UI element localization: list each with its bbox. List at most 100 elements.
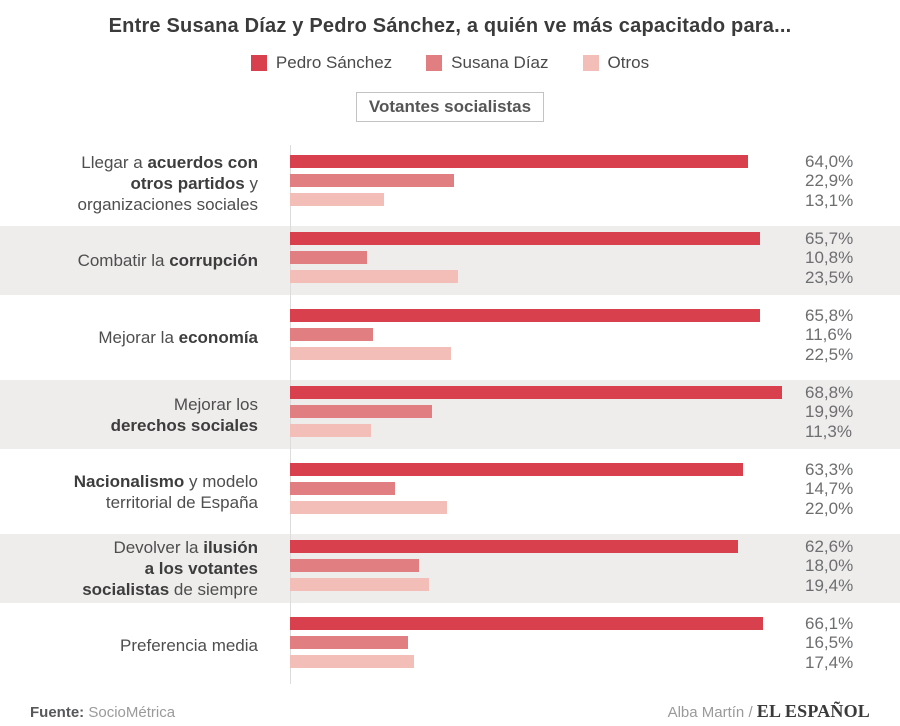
category-label-line: Combatir la corrupción — [77, 251, 258, 270]
bar-group — [258, 380, 805, 449]
bar-group — [258, 607, 805, 684]
value-labels: 68,8% 19,9% 11,3% — [805, 380, 900, 449]
bar-pedro-sanchez — [290, 617, 763, 630]
bar-chart: Llegar a acuerdos con otros partidos y org… — [0, 145, 900, 684]
legend: Pedro Sánchez Susana Díaz Otros — [0, 53, 900, 73]
chart-row: Preferencia media 66,1% 16,5% 17,4% — [0, 607, 900, 684]
category-label-line: Devolver la ilusión — [113, 538, 258, 557]
bar-susana-diaz — [290, 251, 368, 264]
category-label-line: Mejorar la economía — [98, 328, 258, 347]
legend-swatch-pedro-sanchez — [250, 55, 267, 71]
bar-susana-diaz — [290, 174, 454, 187]
chart-row: Combatir la corrupción 65,7% 10,8% 23,5% — [0, 222, 900, 299]
bar-otros — [290, 347, 451, 360]
value-label: 14,7% — [805, 479, 854, 499]
value-label: 18,0% — [805, 556, 854, 576]
category-label: Mejorar los derechos sociales — [0, 394, 258, 436]
chart-row: Mejorar la economía 65,8% 11,6% 22,5% — [0, 299, 900, 376]
chart-row: Llegar a acuerdos con otros partidos y org… — [0, 145, 900, 222]
value-label: 22,9% — [805, 171, 854, 191]
credit-author: Alba Martín / — [667, 704, 753, 721]
chart-rows: Llegar a acuerdos con otros partidos y org… — [0, 145, 900, 684]
category-label-line: derechos sociales — [110, 415, 258, 435]
bar-pedro-sanchez — [290, 309, 761, 322]
value-label: 65,8% — [805, 306, 854, 325]
category-label-line: Llegar a acuerdos con — [81, 153, 258, 172]
category-label-line: Nacionalismo y modelo — [73, 471, 258, 491]
category-label: Preferencia media — [0, 635, 258, 656]
value-labels: 63,3% 14,7% 22,0% — [805, 453, 900, 530]
category-label: Combatir la corrupción — [0, 250, 258, 271]
bar-susana-diaz — [290, 482, 396, 495]
category-label-line: Preferencia media — [120, 636, 258, 655]
category-label-line: territorial de España — [105, 492, 258, 512]
bar-susana-diaz — [290, 405, 433, 418]
subtitle-badge: Votantes socialistas — [355, 92, 545, 122]
bar-susana-diaz — [290, 328, 373, 341]
bar-group — [258, 453, 805, 530]
legend-item-pedro-sanchez: Pedro Sánchez — [250, 53, 393, 73]
value-labels: 62,6% 18,0% 19,4% — [805, 534, 900, 603]
category-label-line: Mejorar los — [173, 394, 258, 414]
value-label: 17,4% — [805, 652, 854, 672]
category-label: Nacionalismo y modelo territorial de Espa… — [0, 471, 258, 513]
value-label: 22,5% — [805, 344, 854, 364]
value-label: 62,6% — [805, 537, 854, 556]
category-label-line: socialistas de siempre — [82, 580, 258, 599]
bar-susana-diaz — [290, 636, 408, 649]
value-label: 66,1% — [805, 614, 854, 633]
bar-otros — [290, 424, 371, 437]
value-label: 64,0% — [805, 152, 854, 171]
value-label: 19,4% — [805, 575, 854, 595]
bar-otros — [290, 578, 429, 591]
value-label: 65,7% — [805, 229, 854, 248]
footer: Fuente: SocioMétrica Alba Martín / EL ES… — [0, 701, 900, 722]
chart-row: Devolver la ilusión a los votantes sociali… — [0, 530, 900, 607]
chart-row: Nacionalismo y modelo territorial de Espa… — [0, 453, 900, 530]
legend-label: Pedro Sánchez — [275, 53, 393, 72]
legend-item-otros: Otros — [582, 53, 650, 73]
value-label: 10,8% — [805, 248, 854, 268]
bar-group — [258, 299, 805, 376]
bar-group — [258, 534, 805, 603]
value-labels: 65,8% 11,6% 22,5% — [805, 299, 900, 376]
category-label: Devolver la ilusión a los votantes sociali… — [0, 537, 258, 600]
bar-pedro-sanchez — [290, 463, 743, 476]
value-label: 13,1% — [805, 190, 854, 210]
value-label: 68,8% — [805, 383, 854, 402]
value-label: 11,3% — [805, 421, 852, 441]
value-label: 19,9% — [805, 402, 854, 422]
chart-title: Entre Susana Díaz y Pedro Sánchez, a qui… — [108, 15, 792, 37]
value-labels: 65,7% 10,8% 23,5% — [805, 226, 900, 295]
category-label: Llegar a acuerdos con otros partidos y org… — [0, 152, 259, 215]
brand-logo: EL ESPAÑOL — [756, 701, 870, 721]
value-label: 16,5% — [805, 633, 854, 653]
source-name: SocioMétrica — [88, 704, 176, 721]
value-labels: 64,0% 22,9% 13,1% — [805, 145, 900, 222]
bar-group — [258, 226, 805, 295]
value-label: 63,3% — [805, 460, 854, 479]
bar-otros — [290, 501, 448, 514]
bar-susana-diaz — [290, 559, 419, 572]
legend-label: Susana Díaz — [451, 53, 549, 72]
value-labels: 66,1% 16,5% 17,4% — [805, 607, 900, 684]
legend-item-susana-diaz: Susana Díaz — [426, 53, 549, 73]
category-label: Mejorar la economía — [0, 327, 258, 348]
legend-swatch-otros — [582, 55, 599, 71]
category-label-line: otros partidos y — [130, 174, 258, 193]
category-label-line: a los votantes — [144, 559, 258, 578]
bar-pedro-sanchez — [290, 155, 748, 168]
bar-pedro-sanchez — [290, 540, 738, 553]
source-label: Fuente: — [30, 704, 85, 721]
value-label: 23,5% — [805, 267, 854, 287]
legend-label: Otros — [607, 53, 650, 72]
subtitle-badge-wrap: Votantes socialistas — [0, 92, 900, 122]
category-label-line: organizaciones sociales — [77, 195, 259, 214]
bar-otros — [290, 193, 384, 206]
bar-otros — [290, 270, 459, 283]
value-label: 22,0% — [805, 498, 854, 518]
source: Fuente: SocioMétrica — [30, 704, 175, 721]
credit: Alba Martín / EL ESPAÑOL — [668, 701, 870, 722]
bar-pedro-sanchez — [290, 232, 760, 245]
